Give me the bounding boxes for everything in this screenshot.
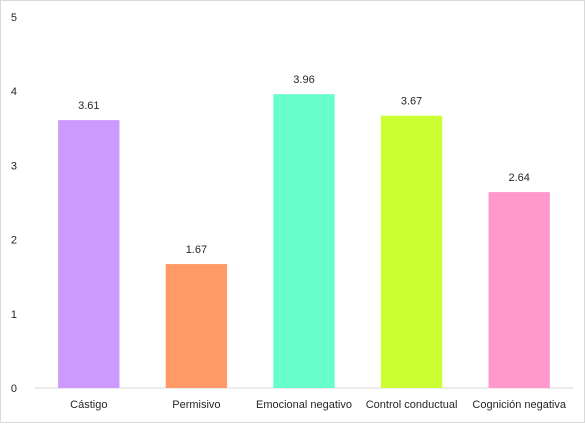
bar	[273, 94, 335, 388]
y-tick-label: 4	[11, 86, 17, 98]
category-label: Emocional negativo	[256, 399, 352, 411]
category-label: Permisivo	[172, 399, 220, 411]
y-tick-label: 0	[11, 383, 17, 395]
bar	[380, 115, 443, 388]
data-labels: 3.61 1.67 3.96 3.67 2.64	[78, 74, 530, 256]
data-label: 3.96	[293, 74, 314, 86]
data-label: 1.67	[186, 244, 207, 256]
data-label: 2.64	[508, 172, 529, 184]
category-label: Cástigo	[70, 399, 107, 411]
category-label: Cognición negativa	[472, 399, 566, 411]
data-label: 3.67	[401, 96, 422, 108]
y-tick-label: 1	[11, 309, 17, 321]
bar	[488, 192, 550, 388]
y-axis-ticks: 0 1 2 3 4 5	[11, 12, 17, 395]
y-tick-label: 2	[11, 235, 17, 247]
y-tick-label: 5	[11, 12, 17, 24]
category-label: Control conductual	[366, 399, 458, 411]
bar	[165, 264, 228, 388]
category-labels: Cástigo Permisivo Emocional negativo Contro…	[70, 399, 567, 411]
data-label: 3.61	[78, 100, 99, 112]
bar	[58, 120, 120, 388]
y-tick-label: 3	[11, 160, 17, 172]
bars	[58, 94, 550, 388]
